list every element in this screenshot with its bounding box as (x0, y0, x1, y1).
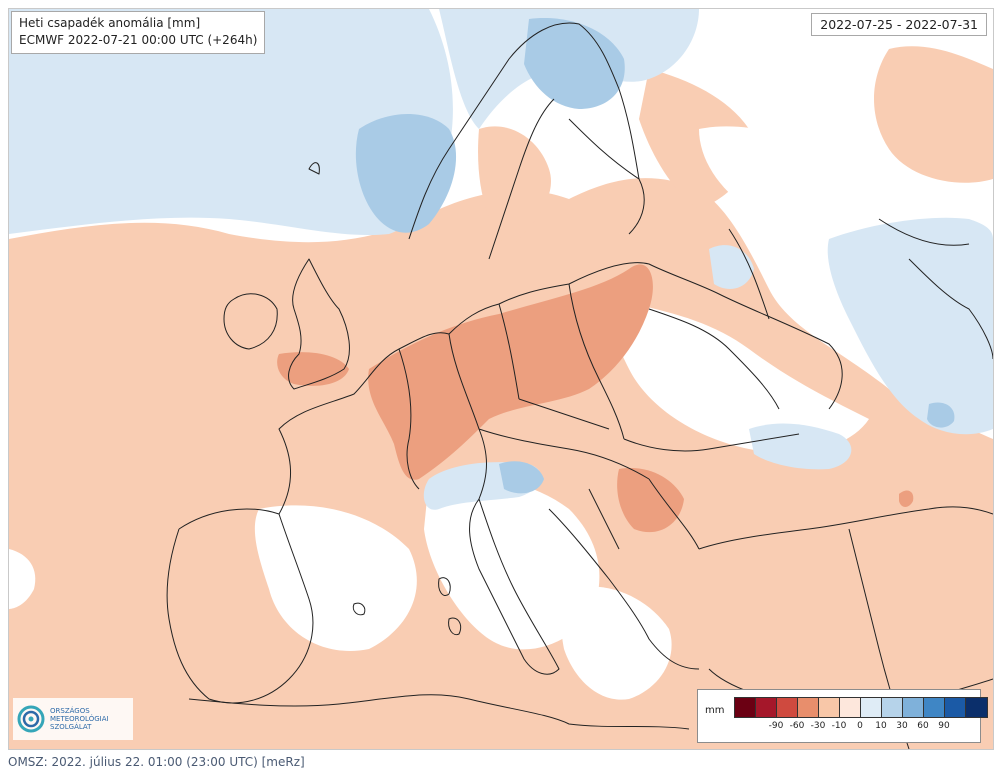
map-subtitle: ECMWF 2022-07-21 00:00 UTC (+264h) (19, 33, 258, 47)
logo-line-3: SZOLGÁLAT (50, 723, 92, 731)
wet-anomaly-area (9, 9, 453, 236)
legend-tick-label: -60 (789, 721, 805, 731)
legend-tick-label: 0 (857, 721, 863, 731)
legend-swatch (777, 698, 798, 717)
logo-swirl-icon (17, 705, 45, 733)
legend-swatch (735, 698, 756, 717)
legend-swatch (756, 698, 777, 717)
legend-swatch (819, 698, 840, 717)
logo-line-2: METEOROLÓGIAI (50, 715, 109, 723)
map-panel: Heti csapadék anomália [mm] ECMWF 2022-0… (8, 8, 994, 750)
logo-line-1: ORSZÁGOS (50, 707, 90, 715)
map-title: Heti csapadék anomália [mm] (19, 16, 201, 30)
legend-swatch (924, 698, 945, 717)
legend-swatch (966, 698, 987, 717)
footer-caption: OMSZ: 2022. július 22. 01:00 (23:00 UTC)… (8, 755, 305, 769)
anomaly-map (9, 9, 993, 749)
legend-swatch (882, 698, 903, 717)
omsz-logo: ORSZÁGOS METEOROLÓGIAI SZOLGÁLAT (13, 698, 133, 740)
legend-swatch (903, 698, 924, 717)
legend-tick-label: 90 (938, 721, 950, 731)
legend-tick-label: -30 (810, 721, 826, 731)
legend-tick-label: 10 (875, 721, 887, 731)
period-label: 2022-07-25 - 2022-07-31 (811, 13, 987, 36)
legend-swatch (798, 698, 819, 717)
legend-tick-label: 30 (896, 721, 908, 731)
legend-unit: mm (705, 705, 725, 716)
legend-tick-label: -90 (768, 721, 784, 731)
color-legend: mm -90 -60 -30 -10 0 10 30 60 90 (697, 689, 988, 743)
legend-tick-label: -10 (831, 721, 847, 731)
legend-swatch (861, 698, 882, 717)
legend-tick-labels: -90 -60 -30 -10 0 10 30 60 90 (734, 721, 990, 735)
map-title-box: Heti csapadék anomália [mm] ECMWF 2022-0… (11, 11, 266, 54)
legend-swatch (945, 698, 966, 717)
legend-tick-label: 60 (917, 721, 929, 731)
legend-swatches (734, 697, 988, 718)
legend-swatch (840, 698, 861, 717)
